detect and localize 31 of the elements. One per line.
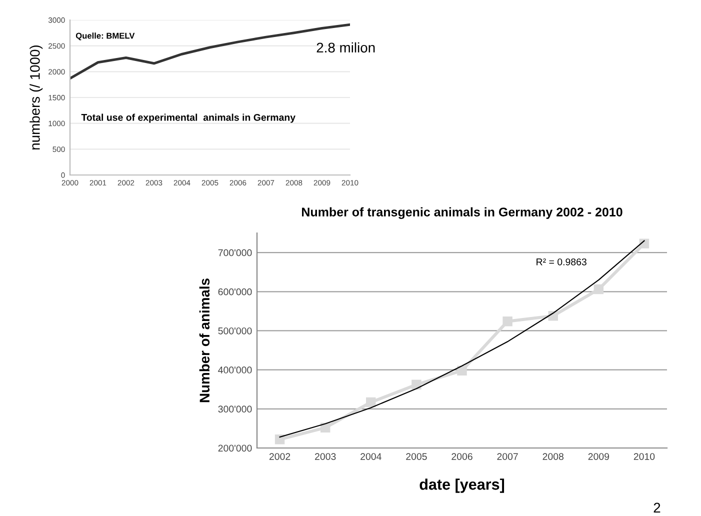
y-tick-label: 200'000 [218, 444, 252, 452]
y-tick-label: 600'000 [218, 288, 252, 296]
y-axis-title: numbers (/ 1000) [30, 45, 43, 150]
x-tick-label: 2003 [315, 453, 336, 460]
x-tick-label: 2008 [542, 453, 564, 460]
annotation: Quelle: BMELV [76, 32, 135, 40]
point [412, 380, 422, 390]
y-tick-label: 300'000 [218, 406, 252, 413]
point [457, 366, 467, 376]
point [594, 284, 604, 294]
y-tick-label: 500'000 [218, 327, 252, 334]
x-tick-label: 2005 [406, 453, 427, 460]
x-tick-label: 2002 [269, 453, 290, 460]
annotation: 2.8 milion [316, 42, 375, 53]
y-tick-label: 700'000 [218, 249, 252, 256]
x-tick-label: 2010 [634, 453, 655, 460]
y-axis-title: Number of animals [199, 278, 210, 402]
chart-title: Number of transgenic animals in Germany 2002 - 2010 [302, 207, 622, 219]
x-tick-label: 2007 [497, 453, 518, 460]
point [366, 397, 376, 408]
x-tick-label: 2009 [588, 453, 610, 460]
y-tick-label: 400'000 [218, 366, 252, 374]
x-axis-title: date [years] [420, 478, 504, 493]
x-tick-label: 2004 [360, 453, 382, 460]
x-tick-label: 2006 [452, 453, 472, 460]
point [639, 238, 650, 248]
point [274, 434, 285, 444]
annotation: Total use of experimental animals in Germany [81, 114, 296, 123]
point [502, 316, 512, 326]
annotation: R² = 0.9863 [536, 258, 586, 266]
text: 2 [654, 502, 660, 512]
